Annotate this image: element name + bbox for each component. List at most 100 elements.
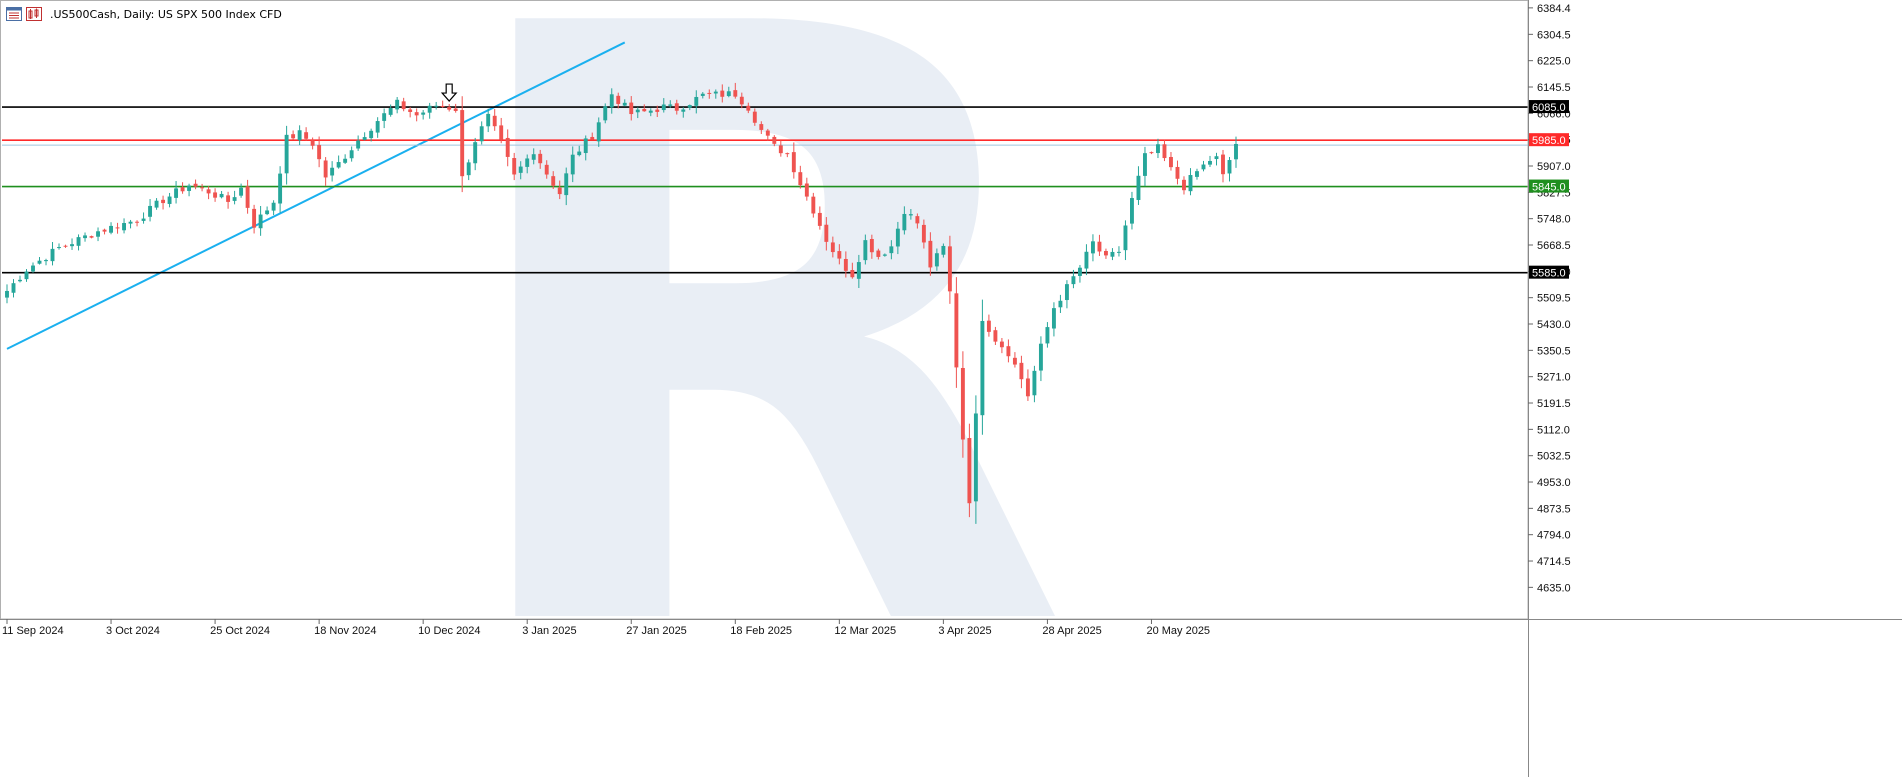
candle-body bbox=[369, 130, 374, 139]
candle-body bbox=[115, 227, 120, 229]
price-tick-label: 4635.0 bbox=[1537, 582, 1571, 594]
candle-body bbox=[993, 330, 998, 342]
candle-body bbox=[648, 110, 653, 113]
candle-body bbox=[96, 231, 100, 237]
candle-body bbox=[791, 152, 796, 173]
candle-body bbox=[460, 110, 465, 177]
candle-body bbox=[661, 104, 666, 111]
candle-body bbox=[141, 218, 146, 221]
candle-body bbox=[811, 196, 816, 214]
candle-body bbox=[1019, 362, 1024, 380]
candle-body bbox=[752, 111, 757, 123]
candle-body bbox=[830, 242, 835, 253]
candle-body bbox=[538, 153, 543, 164]
candle-body bbox=[44, 260, 48, 262]
candle-body bbox=[37, 260, 42, 264]
candle-body bbox=[1045, 327, 1050, 344]
candle-body bbox=[70, 244, 74, 247]
time-tick-label: 28 Apr 2025 bbox=[1042, 625, 1101, 637]
price-tick-label: 5271.0 bbox=[1537, 372, 1571, 384]
candle-body bbox=[421, 112, 426, 115]
time-tick-label: 20 May 2025 bbox=[1146, 625, 1210, 637]
candle-body bbox=[551, 176, 556, 186]
candle-body bbox=[128, 221, 133, 224]
time-tick-label: 11 Sep 2024 bbox=[2, 625, 64, 637]
candle-body bbox=[401, 101, 406, 110]
candle-body bbox=[219, 193, 224, 198]
candle-body bbox=[525, 158, 530, 167]
candle-body bbox=[245, 186, 250, 208]
price-tick-label: 6304.5 bbox=[1537, 29, 1571, 41]
candle-body bbox=[226, 195, 231, 202]
level-price-label: 5585.0 bbox=[1532, 268, 1566, 280]
price-tick-label: 5191.5 bbox=[1537, 398, 1571, 410]
candlestick-icon[interactable] bbox=[26, 7, 42, 21]
marker-layer bbox=[440, 83, 458, 102]
candle-body bbox=[869, 238, 874, 253]
candle-body bbox=[863, 240, 868, 261]
candle-body bbox=[1188, 175, 1193, 192]
candle-body bbox=[1032, 370, 1037, 396]
candle-body bbox=[1025, 378, 1030, 397]
candle-body bbox=[785, 153, 790, 155]
candle-body bbox=[154, 200, 159, 208]
candle-body bbox=[297, 130, 302, 141]
price-tick-label: 4873.5 bbox=[1537, 503, 1571, 515]
chart-window-icon[interactable] bbox=[6, 7, 22, 21]
chart-title: .US500Cash, Daily: US SPX 500 Index CFD bbox=[50, 7, 282, 21]
watermark-letter: R bbox=[440, 0, 1071, 777]
time-tick-label: 27 Jan 2025 bbox=[626, 625, 687, 637]
candle-body bbox=[1201, 164, 1206, 170]
level-price-label: 5845.0 bbox=[1532, 182, 1566, 194]
candle-body bbox=[1130, 198, 1134, 224]
candle-body bbox=[24, 271, 29, 280]
candle-body bbox=[1195, 171, 1199, 177]
level-price-tag bbox=[1529, 100, 1569, 114]
candle-body bbox=[427, 105, 432, 113]
candle-body bbox=[947, 246, 952, 292]
candle-body bbox=[687, 105, 692, 108]
candle-body bbox=[596, 122, 601, 142]
candle-body bbox=[1162, 144, 1167, 159]
candle-body bbox=[499, 125, 504, 140]
candle-body bbox=[817, 212, 822, 226]
candle-body bbox=[395, 99, 400, 110]
candle-body bbox=[57, 247, 61, 249]
candle-body bbox=[5, 290, 9, 298]
candle-body bbox=[356, 140, 361, 149]
price-tick-label: 5748.0 bbox=[1537, 214, 1571, 226]
candle-body bbox=[960, 367, 965, 440]
time-tick-label: 3 Apr 2025 bbox=[938, 625, 991, 637]
price-axis[interactable]: 6384.46304.56225.06145.56066.05986.55907… bbox=[1528, 0, 1571, 777]
candle-body bbox=[440, 105, 445, 108]
candle-body bbox=[31, 265, 35, 272]
price-tick-label: 5907.0 bbox=[1537, 161, 1571, 173]
time-tick-label: 10 Dec 2024 bbox=[418, 625, 480, 637]
candle-body bbox=[1084, 251, 1089, 269]
candle-body bbox=[1103, 251, 1108, 256]
candle-body bbox=[908, 214, 913, 216]
candle-body bbox=[934, 253, 939, 267]
candle-body bbox=[330, 167, 335, 176]
candle-body bbox=[564, 173, 569, 196]
time-axis[interactable]: 11 Sep 2024 3 Oct 2024 25 Oct 2024 18 Nov 2… bbox=[2, 619, 1210, 637]
time-tick-label: 3 Oct 2024 bbox=[106, 625, 160, 637]
time-tick-label: 3 Jan 2025 bbox=[522, 625, 576, 637]
candle-body bbox=[492, 115, 497, 127]
candle-body bbox=[544, 164, 549, 175]
candle-body bbox=[180, 187, 185, 192]
candle-body bbox=[213, 192, 218, 198]
candle-body bbox=[895, 228, 900, 247]
candle-body bbox=[1123, 225, 1128, 251]
candle-body bbox=[1221, 154, 1225, 175]
candle-body bbox=[453, 108, 458, 111]
candle-body bbox=[622, 102, 627, 106]
level-price-tag bbox=[1529, 133, 1569, 147]
candle-body bbox=[967, 438, 972, 504]
candle-body bbox=[343, 158, 348, 163]
candle-body bbox=[63, 245, 68, 247]
candle-body bbox=[200, 187, 205, 189]
price-tick-label: 5350.5 bbox=[1537, 345, 1571, 357]
